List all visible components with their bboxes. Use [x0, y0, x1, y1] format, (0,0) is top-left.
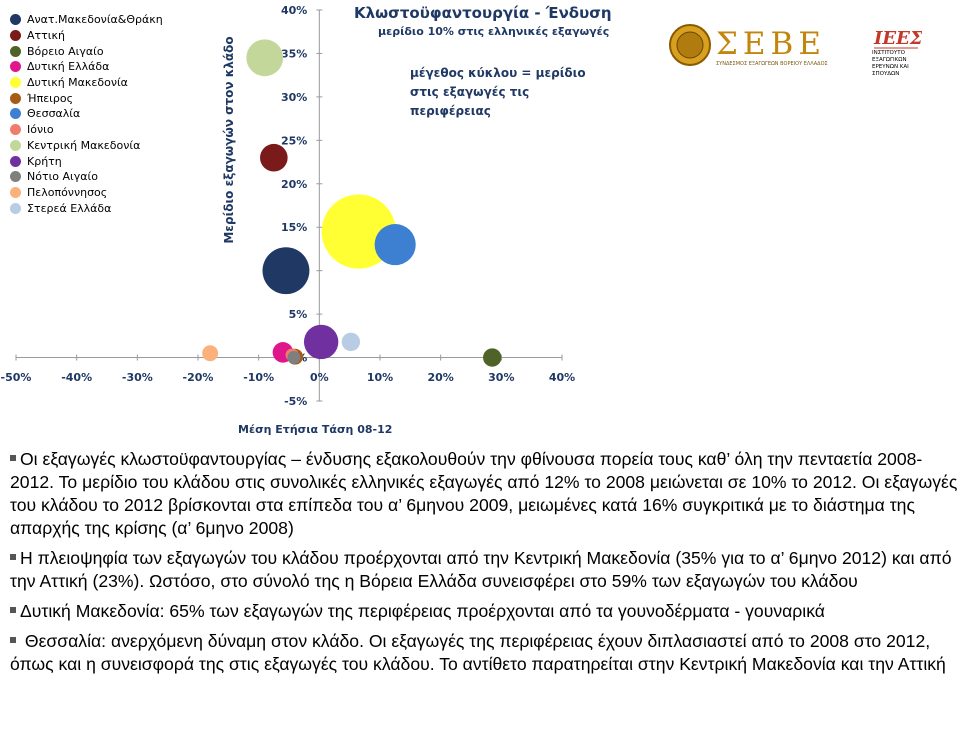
legend-swatch-icon [10, 186, 21, 198]
legend-label: Δυτική Ελλάδα [27, 60, 110, 74]
seve-logo: ΣΕΒΕ ΣΥΝΔΕΣΜΟΣ ΕΞΑΓΩΓΕΩΝ ΒΟΡΕΙΟΥ ΕΛΛΑΔΟΣ [669, 24, 828, 67]
legend-label: Νότιο Αιγαίο [27, 170, 98, 184]
institute-logo-caption: ΙΝΣΤΙΤΟΥΤΟ ΕΞΑΓΩΓΙΚΩΝ ΕΡΕΥΝΩΝ ΚΑΙ ΣΠΟΥΔΩ… [872, 50, 909, 77]
legend-swatch-icon [10, 202, 21, 214]
chart-bubbles [202, 39, 502, 367]
legend-item: Δυτική Μακεδονία [10, 75, 163, 91]
y-tick-label: 30% [281, 91, 307, 104]
x-tick-label: -40% [61, 371, 92, 384]
legend-swatch-icon [10, 124, 21, 136]
x-tick-label: 10% [367, 371, 393, 384]
bubble-Κεντρική Μακεδονία [246, 39, 284, 77]
bubble-Κρήτη [303, 324, 339, 360]
bullet-icon [10, 455, 16, 462]
y-tick-label: 5% [289, 308, 308, 321]
x-tick-label: -20% [183, 371, 214, 384]
legend-label: Ιόνιο [27, 123, 54, 137]
legend-item: Νότιο Αιγαίο [10, 169, 163, 185]
paragraph-2: Η πλειοψηφία των εξαγωγών του κλάδου προ… [10, 548, 952, 591]
legend-label: Ήπειρος [27, 91, 74, 105]
legend-item: Κρήτη [10, 153, 163, 169]
x-axis-label: Μέση Ετήσια Τάση 08-12 [238, 423, 393, 436]
x-tick-label: 0% [310, 371, 329, 384]
seve-logo-caption: ΣΥΝΔΕΣΜΟΣ ΕΞΑΓΩΓΕΩΝ ΒΟΡΕΙΟΥ ΕΛΛΑΔΟΣ [716, 61, 828, 67]
legend-swatch-icon [10, 77, 21, 89]
legend-label: Βόρειο Αιγαίο [27, 44, 104, 58]
x-tick-label: 20% [427, 371, 453, 384]
bullet-icon [10, 637, 16, 644]
paragraph-3: Δυτική Μακεδονία: 65% των εξαγωγών της π… [10, 600, 960, 623]
y-tick-label: 20% [281, 178, 307, 191]
institute-logo: ΙΕΕΣ ΙΝΣΤΙΤΟΥΤΟ ΕΞΑΓΩΓΙΚΩΝ ΕΡΕΥΝΩΝ ΚΑΙ Σ… [872, 28, 922, 77]
institute-logo-abbr: ΙΕΕΣ [873, 28, 922, 49]
y-axis-label: Μερίδιο εξαγωγών στον κλάδο [222, 36, 236, 244]
legend-item: Πελοπόννησος [10, 185, 163, 201]
legend-label: Κρήτη [27, 154, 62, 168]
chart-legend: Ανατ.Μακεδονία&Θράκη Αττική Βόρειο Αιγαίο Δ… [10, 12, 163, 216]
legend-item: Ιόνιο [10, 122, 163, 138]
legend-label: Στερεά Ελλάδα [27, 201, 112, 215]
x-tick-label: -50% [1, 371, 32, 384]
legend-swatch-icon [10, 171, 21, 183]
bubble-Θεσσαλία [374, 224, 416, 266]
bubble-Πελοπόννησος [202, 345, 219, 362]
legend-item: Δυτική Ελλάδα [10, 59, 163, 75]
legend-label: Πελοπόννησος [27, 185, 108, 199]
chart-title: Κλωστοϋφαντουργία - Ένδυση [354, 4, 612, 22]
y-tick-label: 25% [281, 134, 307, 147]
chart-subtitle: μερίδιο 10% στις ελληνικές εξαγωγές [378, 25, 610, 38]
legend-item: Αττική [10, 28, 163, 44]
bubble-Βόρειο Αιγαίο [483, 348, 502, 367]
paragraph-4: Θεσσαλία: ανερχόμενη δύναμη στον κλάδο. … [10, 631, 946, 674]
bullet-icon [10, 554, 16, 561]
y-tick-label: 35% [281, 47, 307, 60]
bubble-Νότιο Αιγαίο [287, 351, 301, 365]
legend-item: Βόρειο Αιγαίο [10, 43, 163, 59]
legend-swatch-icon [10, 155, 21, 167]
y-tick-label: 40% [281, 4, 307, 17]
bubble-Αττική [260, 143, 288, 172]
bubble-size-note: μέγεθος κύκλου = μερίδιο στις εξαγωγές τ… [410, 66, 586, 118]
legend-swatch-icon [10, 92, 21, 104]
legend-label: Ανατ.Μακεδονία&Θράκη [27, 13, 163, 27]
bubble-Ανατ.Μακεδονία&Θράκη [262, 247, 310, 295]
bullet-icon [10, 607, 16, 614]
legend-item: Στερεά Ελλάδα [10, 200, 163, 216]
y-tick-label: 15% [281, 221, 307, 234]
legend-swatch-icon [10, 139, 21, 151]
legend-swatch-icon [10, 30, 21, 42]
y-tick-label: -5% [284, 395, 307, 408]
legend-item: Κεντρική Μακεδονία [10, 138, 163, 154]
x-tick-label: 30% [488, 371, 514, 384]
bubble-Στερεά Ελλάδα [341, 332, 361, 352]
legend-item: Ήπειρος [10, 90, 163, 106]
bubble-chart: -50%-40%-30%-20%-10%0%10%20%30%40%-5%0%5… [1, 4, 576, 408]
x-tick-label: -30% [122, 371, 153, 384]
seve-logo-text: ΣΕΒΕ [716, 26, 826, 62]
legend-label: Δυτική Μακεδονία [27, 76, 128, 90]
legend-item: Ανατ.Μακεδονία&Θράκη [10, 12, 163, 28]
legend-swatch-icon [10, 61, 21, 73]
legend-item: Θεσσαλία [10, 106, 163, 122]
legend-swatch-icon [10, 14, 21, 26]
legend-swatch-icon [10, 45, 21, 57]
legend-label: Αττική [27, 29, 65, 43]
x-tick-label: 40% [549, 371, 575, 384]
paragraph-1: Οι εξαγωγές κλωστοϋφαντουργίας – ένδυσης… [10, 449, 958, 538]
commentary-text: Οι εξαγωγές κλωστοϋφαντουργίας – ένδυσης… [10, 448, 960, 683]
legend-label: Θεσσαλία [27, 107, 81, 121]
legend-swatch-icon [10, 108, 21, 120]
legend-label: Κεντρική Μακεδονία [27, 138, 141, 152]
x-tick-label: -10% [243, 371, 274, 384]
